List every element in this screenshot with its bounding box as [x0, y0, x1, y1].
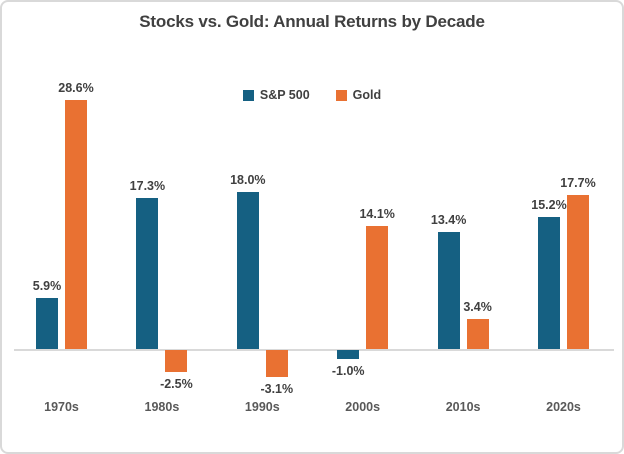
data-label-s-p-500-1970s: 5.9%	[32, 278, 62, 293]
data-label-s-p-500-1980s: 17.3%	[129, 179, 166, 194]
bar-s-p-500-2010s	[437, 232, 460, 349]
x-axis-line	[14, 349, 614, 351]
data-label-gold-1990s: -3.1%	[260, 381, 294, 396]
legend-item-gold: Gold	[335, 88, 382, 102]
bar-gold-1980s	[165, 350, 188, 372]
data-label-s-p-500-1990s: 18.0%	[230, 173, 266, 188]
legend-label-s-p-500: S&P 500	[259, 88, 310, 102]
bar-gold-2000s	[366, 226, 389, 349]
legend-label-gold: Gold	[352, 88, 382, 102]
bar-gold-1970s	[65, 100, 87, 349]
bar-gold-1990s	[265, 350, 288, 377]
category-label-2020s: 2020s	[546, 400, 581, 414]
bar-s-p-500-1990s	[236, 192, 259, 349]
data-label-gold-2020s: 17.7%	[560, 176, 596, 190]
data-label-s-p-500-2010s: 13.4%	[430, 213, 467, 228]
data-label-gold-1980s: -2.5%	[160, 376, 193, 391]
data-label-s-p-500-2020s: 15.2%	[531, 197, 567, 212]
bar-gold-2020s	[567, 195, 589, 349]
legend: S&P 500 Gold	[2, 88, 622, 102]
data-label-gold-2000s: 14.1%	[359, 207, 395, 222]
data-label-gold-2010s: 3.4%	[463, 300, 492, 315]
legend-item-s-p-500: S&P 500	[242, 88, 310, 102]
category-label-1980s: 1980s	[144, 400, 180, 414]
category-label-2010s: 2010s	[445, 400, 481, 414]
bar-s-p-500-1980s	[136, 198, 159, 349]
bar-gold-2010s	[466, 319, 489, 349]
bar-s-p-500-2000s	[337, 350, 360, 359]
category-label-1970s: 1970s	[44, 400, 79, 414]
bar-s-p-500-1970s	[36, 297, 58, 349]
bar-s-p-500-2020s	[538, 216, 560, 349]
legend-swatch-gold	[335, 89, 347, 101]
data-label-gold-1970s: 28.6%	[58, 81, 94, 96]
category-label-1990s: 1990s	[244, 400, 280, 414]
legend-swatch-s-p-500	[242, 89, 254, 101]
data-label-s-p-500-2000s: -1.0%	[331, 363, 365, 378]
chart-title: Stocks vs. Gold: Annual Returns by Decad…	[139, 12, 485, 31]
category-label-2000s: 2000s	[345, 400, 381, 414]
